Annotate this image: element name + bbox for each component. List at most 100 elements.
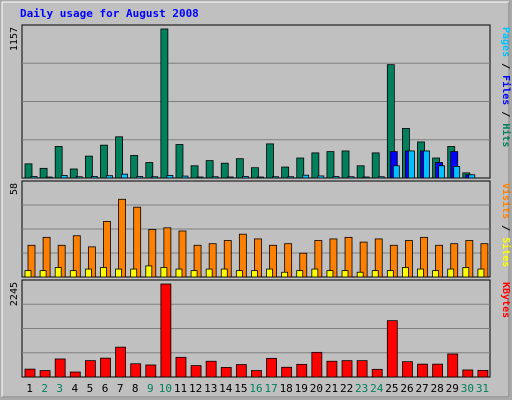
series-sites: [24, 265, 485, 278]
x-tick-label-day-1: 1: [26, 382, 33, 395]
legend-entry-pages: Pages: [500, 27, 511, 57]
bar-pages-day-29: [453, 166, 461, 179]
series-pages: [30, 150, 476, 179]
bar-kbytes-day-18: [281, 366, 293, 378]
legend-entry-sites: Sites: [500, 237, 512, 267]
bar-pages-day-21: [332, 176, 340, 179]
x-tick-label-day-6: 6: [102, 382, 109, 395]
bar-sites-day-28: [432, 270, 440, 278]
bar-sites-day-10: [160, 267, 168, 278]
bar-kbytes-day-22: [341, 360, 353, 378]
bar-hits-day-21: [326, 151, 335, 179]
x-tick-label-day-30: 30: [461, 382, 474, 395]
bar-pages-day-26: [408, 150, 415, 179]
legend-entry-visits: Visits: [500, 183, 512, 219]
x-tick-label-day-20: 20: [310, 382, 323, 395]
legend-separator: /: [500, 57, 511, 75]
legend-entry-kbytes: KBytes: [500, 282, 511, 318]
bar-kbytes-day-6: [100, 357, 111, 378]
bar-kbytes-day-2: [39, 370, 51, 378]
bar-visits-day-9: [148, 229, 157, 278]
x-tick-label-day-3: 3: [56, 382, 63, 395]
x-tick-label-day-21: 21: [325, 382, 338, 395]
bar-kbytes-day-5: [84, 360, 96, 378]
bar-visits-day-11: [178, 230, 187, 278]
chart-panels: 1157 Pages / Files / Hits 58 Visits / Sites…: [9, 24, 512, 378]
bar-hits-day-5: [84, 155, 93, 179]
x-tick-label-day-31: 31: [476, 382, 489, 395]
x-tick-label-day-25: 25: [385, 382, 398, 395]
bar-kbytes-day-8: [130, 363, 142, 378]
x-tick-label-day-28: 28: [431, 382, 444, 395]
bar-pages-day-6: [106, 175, 113, 179]
bar-hits-day-14: [220, 162, 229, 179]
bar-pages-day-2: [45, 176, 53, 179]
bar-visits-day-1: [27, 244, 36, 278]
bar-pages-day-28: [438, 165, 446, 179]
bar-sites-day-9: [145, 265, 153, 278]
bar-sites-day-8: [130, 268, 138, 278]
bar-visits-day-26: [405, 240, 413, 278]
bar-kbytes-day-19: [296, 363, 308, 378]
bar-hits-day-15: [235, 158, 244, 179]
bar-visits-day-17: [269, 244, 277, 278]
panel-hits-ymax-label: 1157: [9, 27, 20, 51]
bar-hits-day-13: [205, 160, 214, 179]
bar-visits-day-25: [389, 244, 398, 278]
chart-title: Daily usage for August 2008: [20, 7, 199, 20]
x-tick-label-day-26: 26: [400, 382, 413, 395]
x-tick-label-day-2: 2: [41, 382, 48, 395]
x-tick-label-day-27: 27: [415, 382, 428, 395]
bar-sites-day-14: [220, 268, 228, 278]
bar-sites-day-19: [296, 270, 304, 278]
panel-hits-series-legend: Pages / Files / Hits: [500, 27, 512, 147]
x-tick-label-day-18: 18: [280, 382, 293, 395]
bar-kbytes-day-1: [24, 368, 36, 378]
x-tick-label-day-24: 24: [370, 382, 384, 395]
bar-kbytes-day-24: [371, 368, 383, 378]
bar-visits-day-6: [103, 221, 111, 278]
bar-hits-day-4: [69, 168, 78, 179]
bar-kbytes-day-20: [311, 351, 323, 378]
panel-kbytes-ymax-label: 2245: [9, 282, 20, 306]
bar-hits-day-8: [130, 155, 139, 179]
bar-visits-day-5: [87, 246, 96, 278]
bar-pages-day-11: [181, 175, 189, 179]
bar-sites-day-21: [326, 270, 334, 278]
bar-sites-day-13: [205, 268, 213, 278]
bar-kbytes-day-28: [432, 363, 444, 378]
x-tick-label-day-17: 17: [264, 382, 277, 395]
bar-hits-day-22: [341, 150, 350, 179]
bar-hits-day-10: [160, 28, 169, 179]
bar-kbytes-day-25: [386, 320, 398, 378]
bar-pages-day-15: [241, 176, 249, 179]
bar-sites-day-26: [402, 267, 409, 278]
x-tick-label-day-29: 29: [446, 382, 459, 395]
legend-separator: /: [500, 219, 511, 237]
bar-visits-day-14: [223, 240, 232, 278]
bar-visits-day-22: [344, 236, 353, 278]
bar-visits-day-2: [42, 236, 51, 278]
bar-pages-day-9: [151, 176, 159, 179]
bar-sites-day-15: [235, 270, 243, 278]
bar-sites-day-3: [54, 267, 62, 278]
bar-pages-day-17: [272, 176, 279, 179]
bar-sites-day-18: [281, 271, 289, 278]
bar-sites-day-11: [175, 268, 183, 278]
bar-kbytes-day-10: [160, 283, 172, 378]
bar-sites-day-6: [100, 267, 107, 278]
bar-visits-day-24: [374, 238, 383, 278]
bar-pages-day-27: [423, 150, 430, 179]
bar-pages-day-14: [226, 176, 234, 179]
legend-entry-files: Files: [500, 75, 512, 105]
bar-sites-day-1: [24, 270, 32, 278]
bar-pages-day-10: [166, 175, 174, 179]
bar-hits-day-11: [175, 144, 184, 179]
bar-visits-day-20: [314, 240, 323, 278]
bar-sites-day-29: [447, 268, 455, 278]
bar-pages-day-18: [287, 176, 295, 179]
bar-pages-day-20: [317, 175, 325, 179]
bar-kbytes-day-4: [69, 371, 81, 378]
bar-kbytes-day-15: [235, 364, 247, 378]
